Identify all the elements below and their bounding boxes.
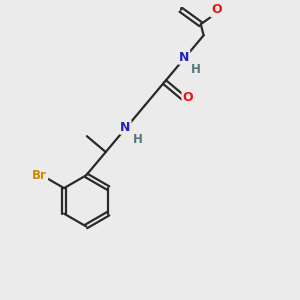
Text: H: H <box>133 133 142 146</box>
Text: O: O <box>182 91 193 104</box>
Text: H: H <box>191 63 201 76</box>
Text: N: N <box>179 51 189 64</box>
Text: Br: Br <box>32 169 47 182</box>
Text: O: O <box>211 3 222 16</box>
Text: N: N <box>120 121 130 134</box>
